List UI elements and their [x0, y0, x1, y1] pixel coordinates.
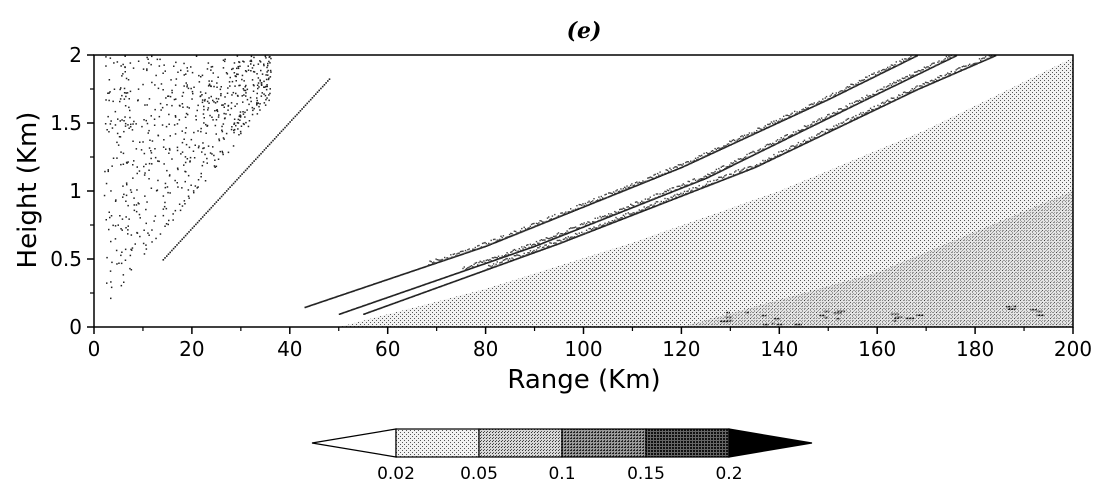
x-tick-label: 20 — [179, 337, 204, 361]
colorbar-box-3 — [561, 428, 647, 458]
dark-spot — [761, 314, 767, 317]
dark-spot — [745, 311, 749, 314]
dark-spot — [726, 319, 733, 322]
dark-spot — [823, 316, 828, 319]
dark-spot — [794, 323, 802, 326]
dark-spot — [833, 312, 842, 315]
dark-spot — [1007, 308, 1016, 310]
dark-spot — [726, 311, 730, 314]
dark-spot — [1036, 310, 1043, 313]
dark-spot — [835, 317, 841, 320]
y-tick-label: 2 — [69, 43, 82, 67]
x-axis-title: Range (Km) — [507, 365, 660, 395]
x-tick-label: 120 — [662, 337, 700, 361]
x-tick-label: 160 — [858, 337, 896, 361]
dark-spot — [916, 314, 924, 317]
colorbar: 0.02 0.05 0.1 0.15 0.2 — [311, 428, 813, 484]
x-tick-label: 140 — [760, 337, 798, 361]
x-tick-label: 80 — [473, 337, 498, 361]
dark-spot — [721, 320, 730, 323]
dark-spot — [890, 313, 900, 316]
dark-spot — [771, 322, 775, 325]
colorbar-label: 0.02 — [377, 464, 415, 484]
dark-spot — [773, 317, 781, 320]
dark-spot — [1006, 305, 1012, 308]
colorbar-label: 0.1 — [548, 464, 575, 484]
dark-spot — [776, 323, 783, 326]
dark-spot — [836, 310, 846, 312]
colorbar-label: 0.05 — [460, 464, 498, 484]
y-axis: 0 0.5 1 1.5 2 — [50, 43, 94, 339]
dark-spot — [1012, 305, 1017, 308]
x-tick-label: 180 — [956, 337, 994, 361]
x-tick-label: 60 — [375, 337, 400, 361]
region-level-2 — [681, 191, 1073, 327]
colorbar-box-4 — [645, 428, 730, 458]
colorbar-over-triangle — [728, 428, 813, 458]
panel-label: (e) — [567, 18, 602, 44]
dotted-band-2 — [162, 78, 331, 261]
y-axis-title: Height (Km) — [13, 112, 43, 269]
dark-spot — [895, 316, 903, 318]
colorbar-under-triangle — [311, 428, 397, 458]
x-tick-label: 0 — [88, 337, 101, 361]
colorbar-box-2 — [478, 428, 563, 458]
dark-spot — [725, 316, 732, 319]
dotted-band-4 — [338, 55, 958, 315]
y-tick-label: 1 — [69, 179, 82, 203]
x-tick-label: 200 — [1054, 337, 1092, 361]
colorbar-box-1 — [395, 428, 480, 458]
dark-spot — [1036, 314, 1045, 317]
dark-spot — [819, 314, 826, 317]
y-tick-label: 0 — [69, 315, 82, 339]
dark-spot — [1030, 309, 1037, 312]
x-tick-label: 40 — [277, 337, 302, 361]
y-tick-label: 1.5 — [50, 111, 82, 135]
dark-spot — [892, 319, 897, 322]
colorbar-label: 0.15 — [627, 464, 665, 484]
dark-spot — [823, 310, 830, 313]
region-level-1 — [338, 55, 1073, 327]
dotted-band-3 — [304, 55, 918, 309]
plot-area — [103, 55, 1073, 327]
dark-spot — [763, 323, 769, 326]
dotted-band-1 — [103, 55, 272, 300]
colorbar-label: 0.2 — [715, 464, 742, 484]
dark-spot — [894, 317, 900, 320]
dark-spot — [905, 317, 914, 320]
dotted-band-5 — [363, 55, 997, 315]
y-tick-label: 0.5 — [50, 247, 82, 271]
x-axis: 0 20 40 60 80 100 120 140 160 180 200 — [88, 327, 1092, 361]
x-tick-label: 100 — [564, 337, 602, 361]
